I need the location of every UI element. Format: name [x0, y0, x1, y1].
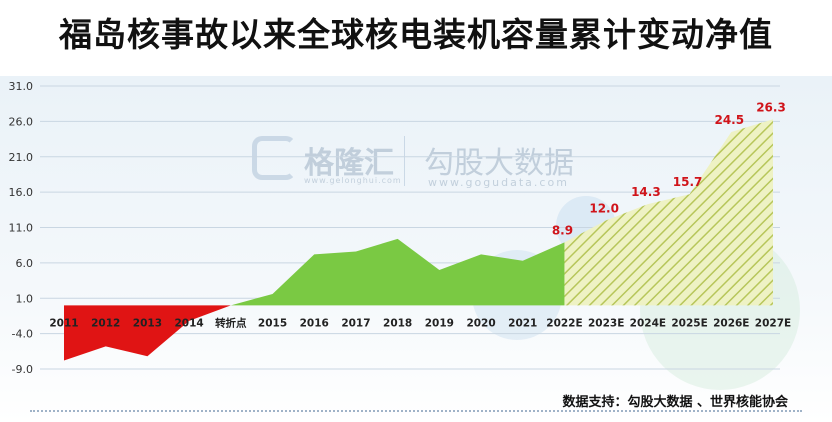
data-label: 26.3 [756, 100, 786, 114]
data-point [439, 269, 440, 270]
x-tick-label: 2018 [383, 317, 412, 329]
data-label: 15.7 [673, 175, 703, 189]
y-tick-label: 31.0 [9, 80, 34, 93]
data-point [397, 238, 398, 239]
watermark-separator [404, 136, 405, 186]
data-point [481, 254, 482, 255]
data-point [773, 119, 774, 120]
x-tick-label: 2027E [755, 317, 791, 329]
watermark-brand2: 勾股大数据 [424, 146, 574, 181]
watermark-brand2-url: www.gogudata.com [428, 176, 569, 189]
x-tick-label: 2020 [466, 317, 495, 329]
y-tick-label: 16.0 [9, 186, 34, 199]
watermark-brand1-url: www.gelonghui.com [304, 176, 402, 185]
y-tick-label: -4.0 [12, 328, 33, 341]
data-point [689, 194, 690, 195]
watermark-brand1: 格隆汇 [304, 146, 394, 181]
data-point [105, 346, 106, 347]
x-tick-label: 2026E [713, 317, 749, 329]
x-tick-label: 2017 [341, 317, 370, 329]
x-tick-label: 2013 [133, 317, 162, 329]
bottom-divider [30, 410, 802, 412]
data-point [606, 220, 607, 221]
area-negative [64, 305, 231, 361]
chart-title: 福岛核事故以来全球核电装机容量累计变动净值 [59, 15, 773, 54]
watermark: 格隆汇 www.gelonghui.com 勾股大数据 www.gogudata… [252, 136, 592, 196]
data-point [230, 305, 231, 306]
x-tick-label: 2021 [508, 317, 537, 329]
x-tick-label: 2014 [175, 317, 204, 329]
data-label: 8.9 [552, 223, 573, 237]
y-tick-label: 26.0 [9, 115, 34, 128]
data-label: 24.5 [714, 113, 744, 127]
x-tick-label: 2019 [425, 317, 454, 329]
x-tick-label: 2022E [546, 317, 582, 329]
x-tick-label: 2024E [630, 317, 666, 329]
source-note: 数据支持：勾股大数据 、世界核能协会 [562, 395, 788, 410]
data-label: 14.3 [631, 185, 661, 199]
x-tick-label: 2025E [671, 317, 707, 329]
data-point [147, 356, 148, 357]
data-point [355, 251, 356, 252]
data-point [272, 294, 273, 295]
area-historical [230, 238, 565, 306]
y-tick-label: 6.0 [16, 257, 34, 270]
data-label: 12.0 [589, 201, 619, 215]
x-tick-label: 2011 [49, 317, 78, 329]
data-point [522, 260, 523, 261]
watermark-logo-icon [252, 136, 296, 180]
data-point [314, 254, 315, 255]
data-point [647, 204, 648, 205]
x-tick-label: 转折点 [215, 316, 247, 329]
x-tick-label: 2015 [258, 317, 287, 329]
data-point [731, 131, 732, 132]
title-bar: 福岛核事故以来全球核电装机容量累计变动净值 [0, 0, 832, 76]
y-tick-label: 21.0 [9, 151, 34, 164]
x-tick-label: 2016 [300, 317, 329, 329]
area-forecast [564, 119, 773, 306]
y-tick-label: -9.0 [12, 363, 33, 376]
x-tick-label: 2023E [588, 317, 624, 329]
data-point [64, 360, 65, 361]
x-tick-label: 2012 [91, 317, 120, 329]
data-point [564, 242, 565, 243]
y-tick-label: 1.0 [16, 292, 34, 305]
y-tick-label: 11.0 [9, 222, 34, 235]
